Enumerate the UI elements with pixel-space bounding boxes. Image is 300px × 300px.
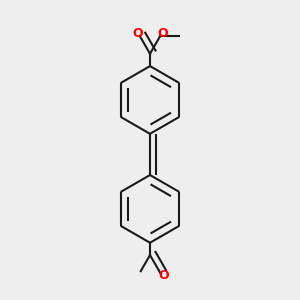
Text: O: O [158, 269, 169, 282]
Text: O: O [157, 27, 168, 40]
Text: O: O [132, 27, 143, 40]
